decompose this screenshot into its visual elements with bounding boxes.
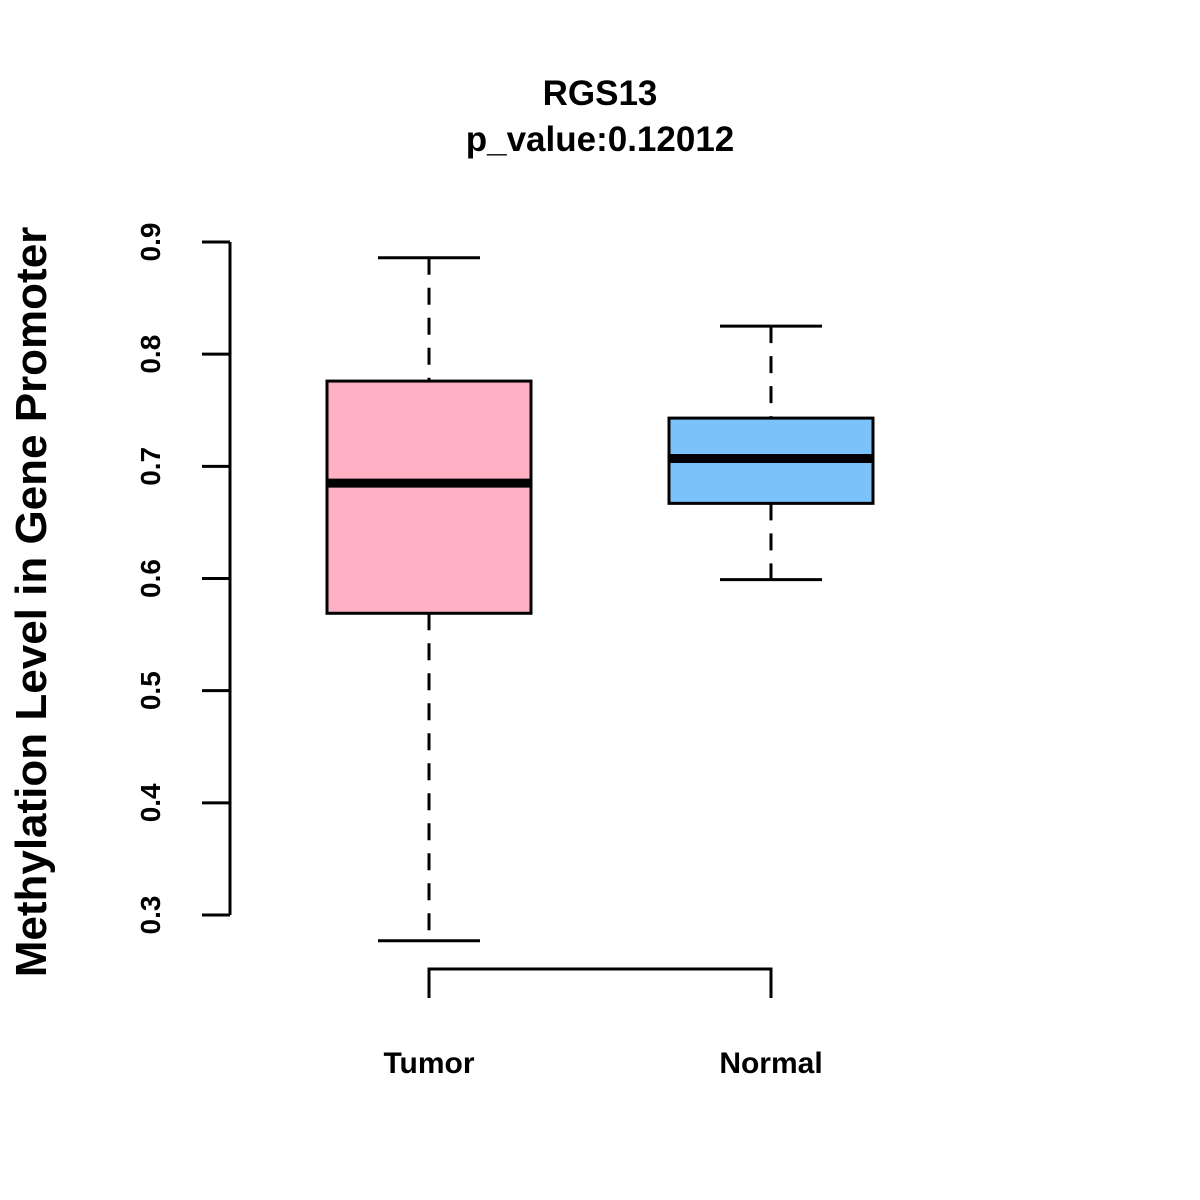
y-tick-label: 0.4 <box>135 783 166 822</box>
x-label-normal: Normal <box>719 1047 822 1080</box>
y-axis-label: Methylation Level in Gene Promoter <box>7 227 56 978</box>
y-tick-label: 0.9 <box>135 223 166 262</box>
y-tick-label: 0.3 <box>135 896 166 935</box>
y-tick-label: 0.7 <box>135 447 166 486</box>
x-label-tumor: Tumor <box>383 1047 474 1080</box>
category-labels: Tumor Normal <box>383 1047 822 1080</box>
comparison-bracket <box>427 967 773 998</box>
y-tick-label: 0.5 <box>135 671 166 710</box>
y-axis: 0.3 0.4 0.5 0.6 0.7 0.8 0.9 <box>135 223 232 935</box>
bracket-line <box>427 967 773 998</box>
iqr-box <box>325 379 533 615</box>
box-tumor <box>325 256 533 943</box>
chart-title: RGS13 <box>543 74 658 113</box>
chart-subtitle: p_value:0.12012 <box>466 120 735 159</box>
y-tick-label: 0.6 <box>135 559 166 598</box>
box-normal <box>667 324 875 582</box>
boxes-group <box>325 256 875 943</box>
y-tick-label: 0.8 <box>135 335 166 374</box>
